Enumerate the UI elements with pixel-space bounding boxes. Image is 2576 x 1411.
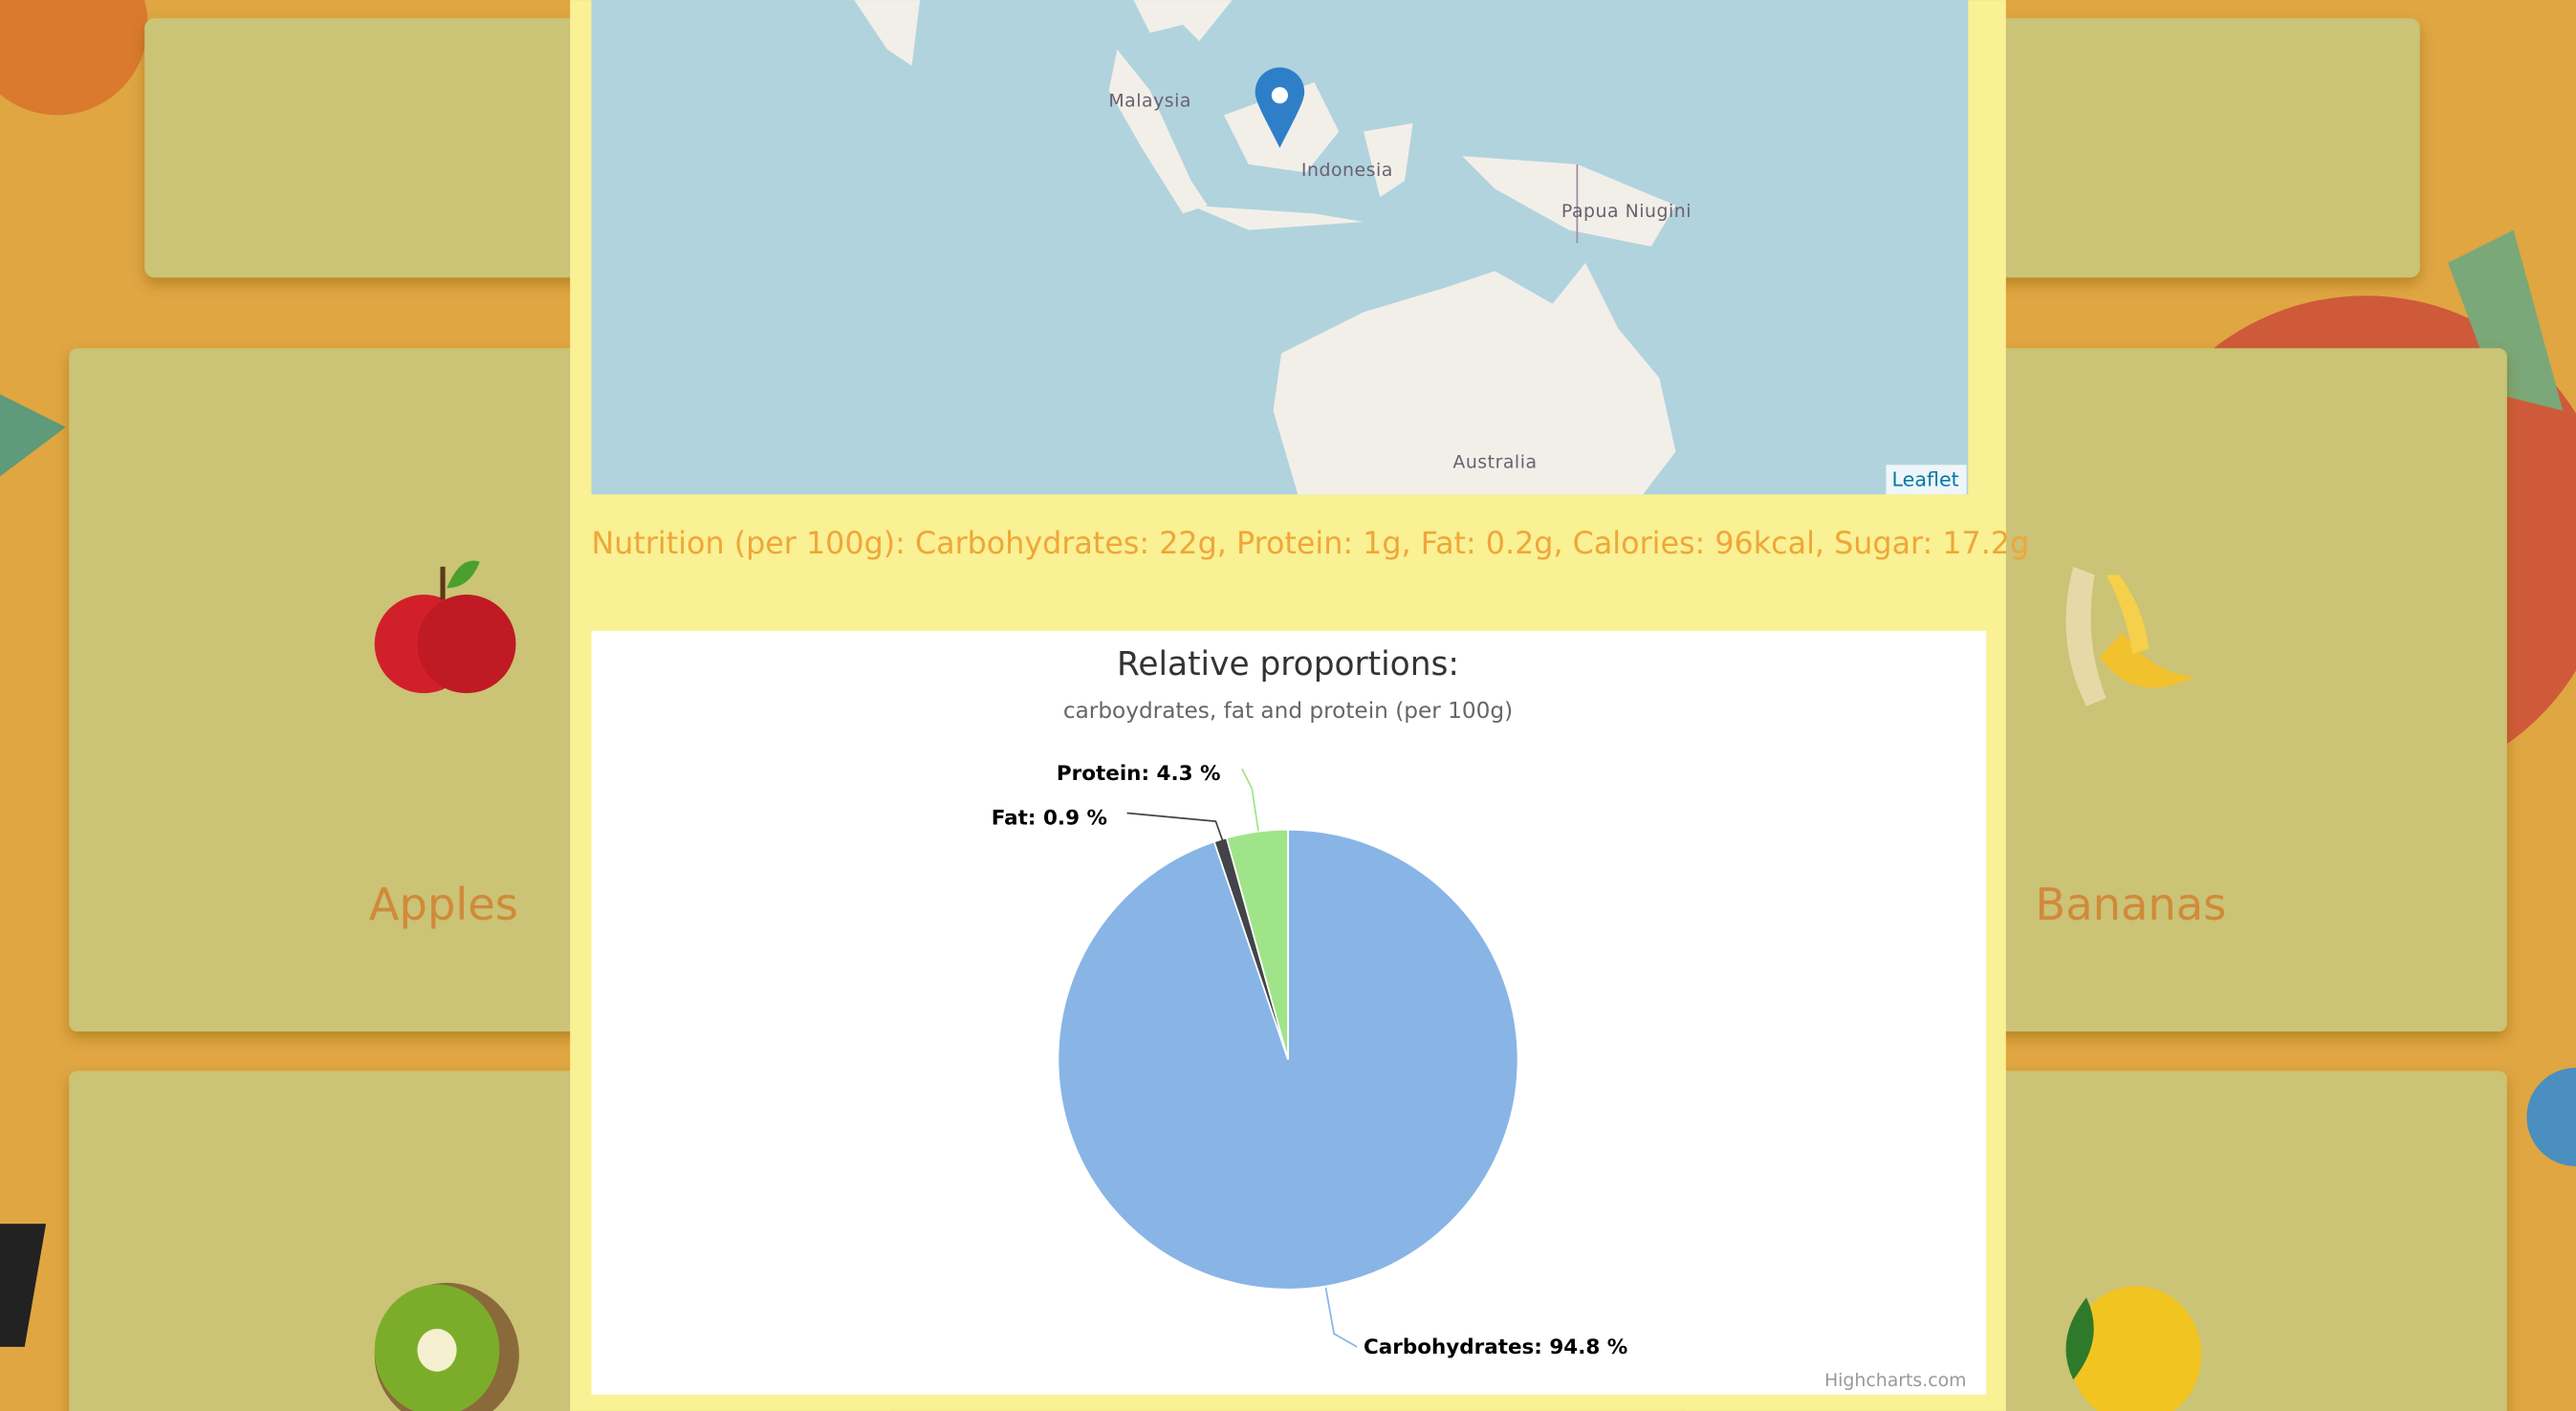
pie-slice [1057,828,1519,1291]
banana-icon [2065,566,2195,706]
pie: Carbohydrates: 94.8 % Fat: 0.9 % Protein: … [992,762,1628,1359]
card-label: Bananas [2035,879,2226,930]
kiwi-icon [374,1282,519,1411]
decoration [0,0,148,116]
nutrition-info: Nutrition (per 100g): Carbohydrates: 22g… [592,527,2030,561]
label-connector [1241,768,1259,832]
label-connector [1324,1287,1358,1348]
label-connector [1126,812,1225,845]
map-label: Papua Niugini [1561,201,1692,222]
data-label: Protein: 4.3 % [1057,762,1221,786]
data-label: Fat: 0.9 % [992,807,1107,831]
decoration [2447,229,2564,411]
chart-title: Relative proportions: [1117,645,1459,684]
decoration [2526,1067,2576,1166]
map[interactable] [591,0,1969,495]
map-label: Indonesia [1301,160,1393,181]
data-label: Carbohydrates: 94.8 % [1364,1335,1627,1359]
chart-credits[interactable]: Highcharts.com [1824,1370,1967,1391]
apple-icon [374,560,516,694]
decoration [0,1224,47,1347]
map-attribution[interactable]: Leaflet [1892,468,1959,491]
decoration [0,394,66,477]
lemon-icon [2065,1286,2202,1411]
pie-slice [1225,828,1289,1060]
map-label: Australia [1452,452,1537,473]
map-label: Malaysia [1108,91,1191,112]
card-label: Apples [369,879,518,930]
chart-subtitle: carboydrates, fat and protein (per 100g) [1063,698,1513,724]
attribution-box [1886,465,1967,495]
